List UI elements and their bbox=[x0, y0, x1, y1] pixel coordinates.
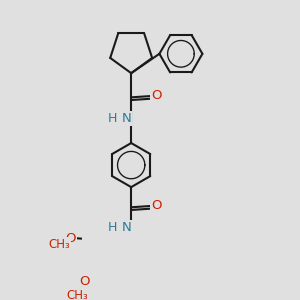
Text: O: O bbox=[65, 232, 76, 245]
Text: H: H bbox=[108, 221, 117, 234]
Text: O: O bbox=[152, 200, 162, 212]
Text: O: O bbox=[152, 89, 162, 103]
Text: H: H bbox=[108, 112, 117, 125]
Text: CH₃: CH₃ bbox=[67, 289, 88, 300]
Text: N: N bbox=[122, 221, 131, 234]
Text: O: O bbox=[80, 275, 90, 288]
Text: N: N bbox=[122, 112, 131, 125]
Text: CH₃: CH₃ bbox=[48, 238, 70, 250]
Bar bbox=[82, 220, 142, 280]
